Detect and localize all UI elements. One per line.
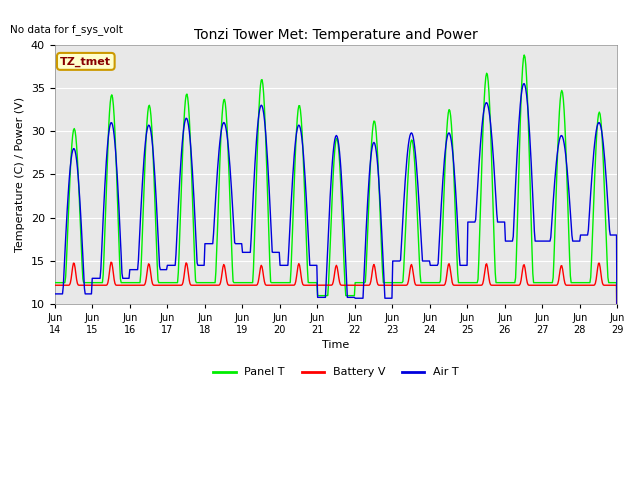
Y-axis label: Temperature (C) / Power (V): Temperature (C) / Power (V) bbox=[15, 97, 25, 252]
Title: Tonzi Tower Met: Temperature and Power: Tonzi Tower Met: Temperature and Power bbox=[194, 28, 478, 42]
Text: No data for f_sys_volt: No data for f_sys_volt bbox=[10, 24, 122, 35]
X-axis label: Time: Time bbox=[323, 340, 349, 350]
Text: TZ_tmet: TZ_tmet bbox=[60, 56, 111, 67]
Legend: Panel T, Battery V, Air T: Panel T, Battery V, Air T bbox=[209, 363, 463, 382]
